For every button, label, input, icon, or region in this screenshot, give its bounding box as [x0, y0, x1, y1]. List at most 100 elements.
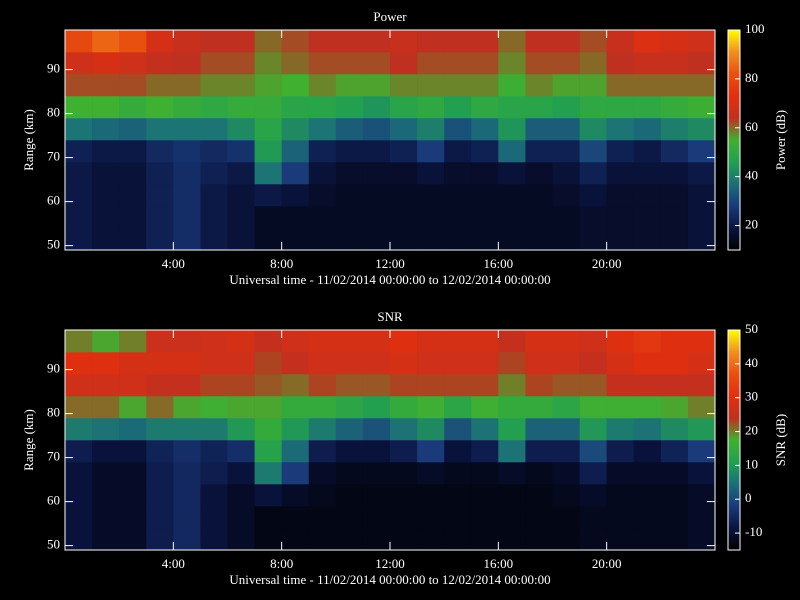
heatmap-cell	[173, 396, 201, 419]
heatmap-cell	[173, 140, 201, 163]
heatmap-cell	[687, 396, 716, 419]
heatmap-cell	[498, 140, 526, 163]
heatmap-cell	[633, 184, 662, 207]
heatmap-cell	[660, 374, 689, 397]
heatmap-cell	[173, 52, 201, 75]
heatmap-cell	[308, 140, 337, 163]
colorbar-tick-label: 30	[745, 389, 758, 404]
heatmap-cell	[119, 206, 147, 229]
heatmap-cell	[444, 140, 472, 163]
heatmap-cell	[417, 462, 445, 485]
heatmap-cell	[119, 352, 147, 375]
heatmap-cell	[606, 440, 635, 463]
heatmap-cell	[444, 96, 472, 119]
heatmap-cell	[606, 418, 635, 441]
heatmap-cell	[92, 462, 120, 485]
heatmap-cell	[227, 140, 255, 163]
heatmap-cell	[281, 506, 310, 529]
heatmap-cell	[390, 206, 418, 229]
heatmap-cell	[633, 228, 662, 251]
heatmap-cell	[417, 506, 445, 529]
heatmap-cell	[227, 352, 255, 375]
heatmap-cell	[335, 30, 364, 53]
heatmap-cell	[687, 352, 716, 375]
heatmap-cell	[498, 206, 526, 229]
heatmap-cell	[525, 418, 553, 441]
heatmap-cell	[200, 96, 228, 119]
x-tick-label: 4:00	[162, 556, 185, 571]
heatmap-cell	[444, 396, 472, 419]
y-tick-label: 80	[47, 405, 60, 420]
heatmap-cell	[146, 30, 174, 53]
heatmap-cell	[173, 374, 201, 397]
heatmap-cell	[579, 396, 607, 419]
heatmap-cell	[687, 440, 716, 463]
heatmap-cell	[552, 506, 580, 529]
heatmap-cell	[335, 206, 364, 229]
heatmap-cell	[687, 506, 716, 529]
heatmap-cell	[606, 528, 635, 551]
heatmap-cell	[552, 74, 580, 97]
heatmap-cell	[552, 418, 580, 441]
heatmap-cell	[362, 52, 391, 75]
heatmap-cell	[119, 184, 147, 207]
heatmap-cell	[552, 484, 580, 507]
heatmap-cell	[687, 96, 716, 119]
heatmap-cell	[119, 140, 147, 163]
heatmap-cell	[227, 118, 255, 141]
heatmap-cell	[660, 506, 689, 529]
heatmap-cell	[281, 228, 310, 251]
heatmap-cell	[471, 330, 499, 353]
heatmap-cell	[417, 330, 445, 353]
heatmap-cell	[281, 396, 310, 419]
y-tick-label: 50	[47, 237, 60, 252]
heatmap-cell	[65, 162, 93, 185]
heatmap-cell	[606, 52, 635, 75]
heatmap-cell	[362, 330, 391, 353]
heatmap-cell	[362, 396, 391, 419]
heatmap-cell	[633, 506, 662, 529]
heatmap-cell	[254, 228, 282, 251]
heatmap-cell	[606, 462, 635, 485]
heatmap-cell	[498, 352, 526, 375]
heatmap-cell	[525, 118, 553, 141]
heatmap-cell	[633, 352, 662, 375]
heatmap-cell	[660, 74, 689, 97]
heatmap-cell	[660, 330, 689, 353]
heatmap-cell	[660, 140, 689, 163]
heatmap-cell	[173, 352, 201, 375]
heatmap-cell	[92, 96, 120, 119]
heatmap-cell	[173, 462, 201, 485]
heatmap-cell	[281, 528, 310, 551]
x-tick-label: 20:00	[592, 256, 622, 271]
heatmap-cell	[146, 374, 174, 397]
heatmap-cell	[444, 74, 472, 97]
heatmap-cell	[417, 140, 445, 163]
heatmap-cell	[444, 206, 472, 229]
heatmap-cell	[633, 330, 662, 353]
heatmap-cell	[308, 396, 337, 419]
heatmap-cell	[308, 74, 337, 97]
heatmap-cell	[308, 374, 337, 397]
heatmap-cell	[65, 140, 93, 163]
heatmap-cell	[308, 528, 337, 551]
heatmap-cell	[200, 396, 228, 419]
heatmap-cell	[633, 30, 662, 53]
heatmap-cell	[92, 440, 120, 463]
heatmap-cell	[390, 374, 418, 397]
heatmap-cell	[417, 162, 445, 185]
heatmap-cell	[335, 528, 364, 551]
heatmap-cell	[119, 96, 147, 119]
heatmap-cell	[390, 184, 418, 207]
heatmap-cell	[254, 140, 282, 163]
heatmap-cell	[200, 330, 228, 353]
heatmap-cell	[119, 528, 147, 551]
heatmap-cell	[525, 162, 553, 185]
heatmap-cell	[173, 184, 201, 207]
heatmap-cell	[606, 352, 635, 375]
heatmap-cell	[173, 528, 201, 551]
heatmap-cell	[200, 30, 228, 53]
heatmap-cell	[525, 462, 553, 485]
heatmap-cell	[227, 396, 255, 419]
heatmap-cell	[281, 418, 310, 441]
